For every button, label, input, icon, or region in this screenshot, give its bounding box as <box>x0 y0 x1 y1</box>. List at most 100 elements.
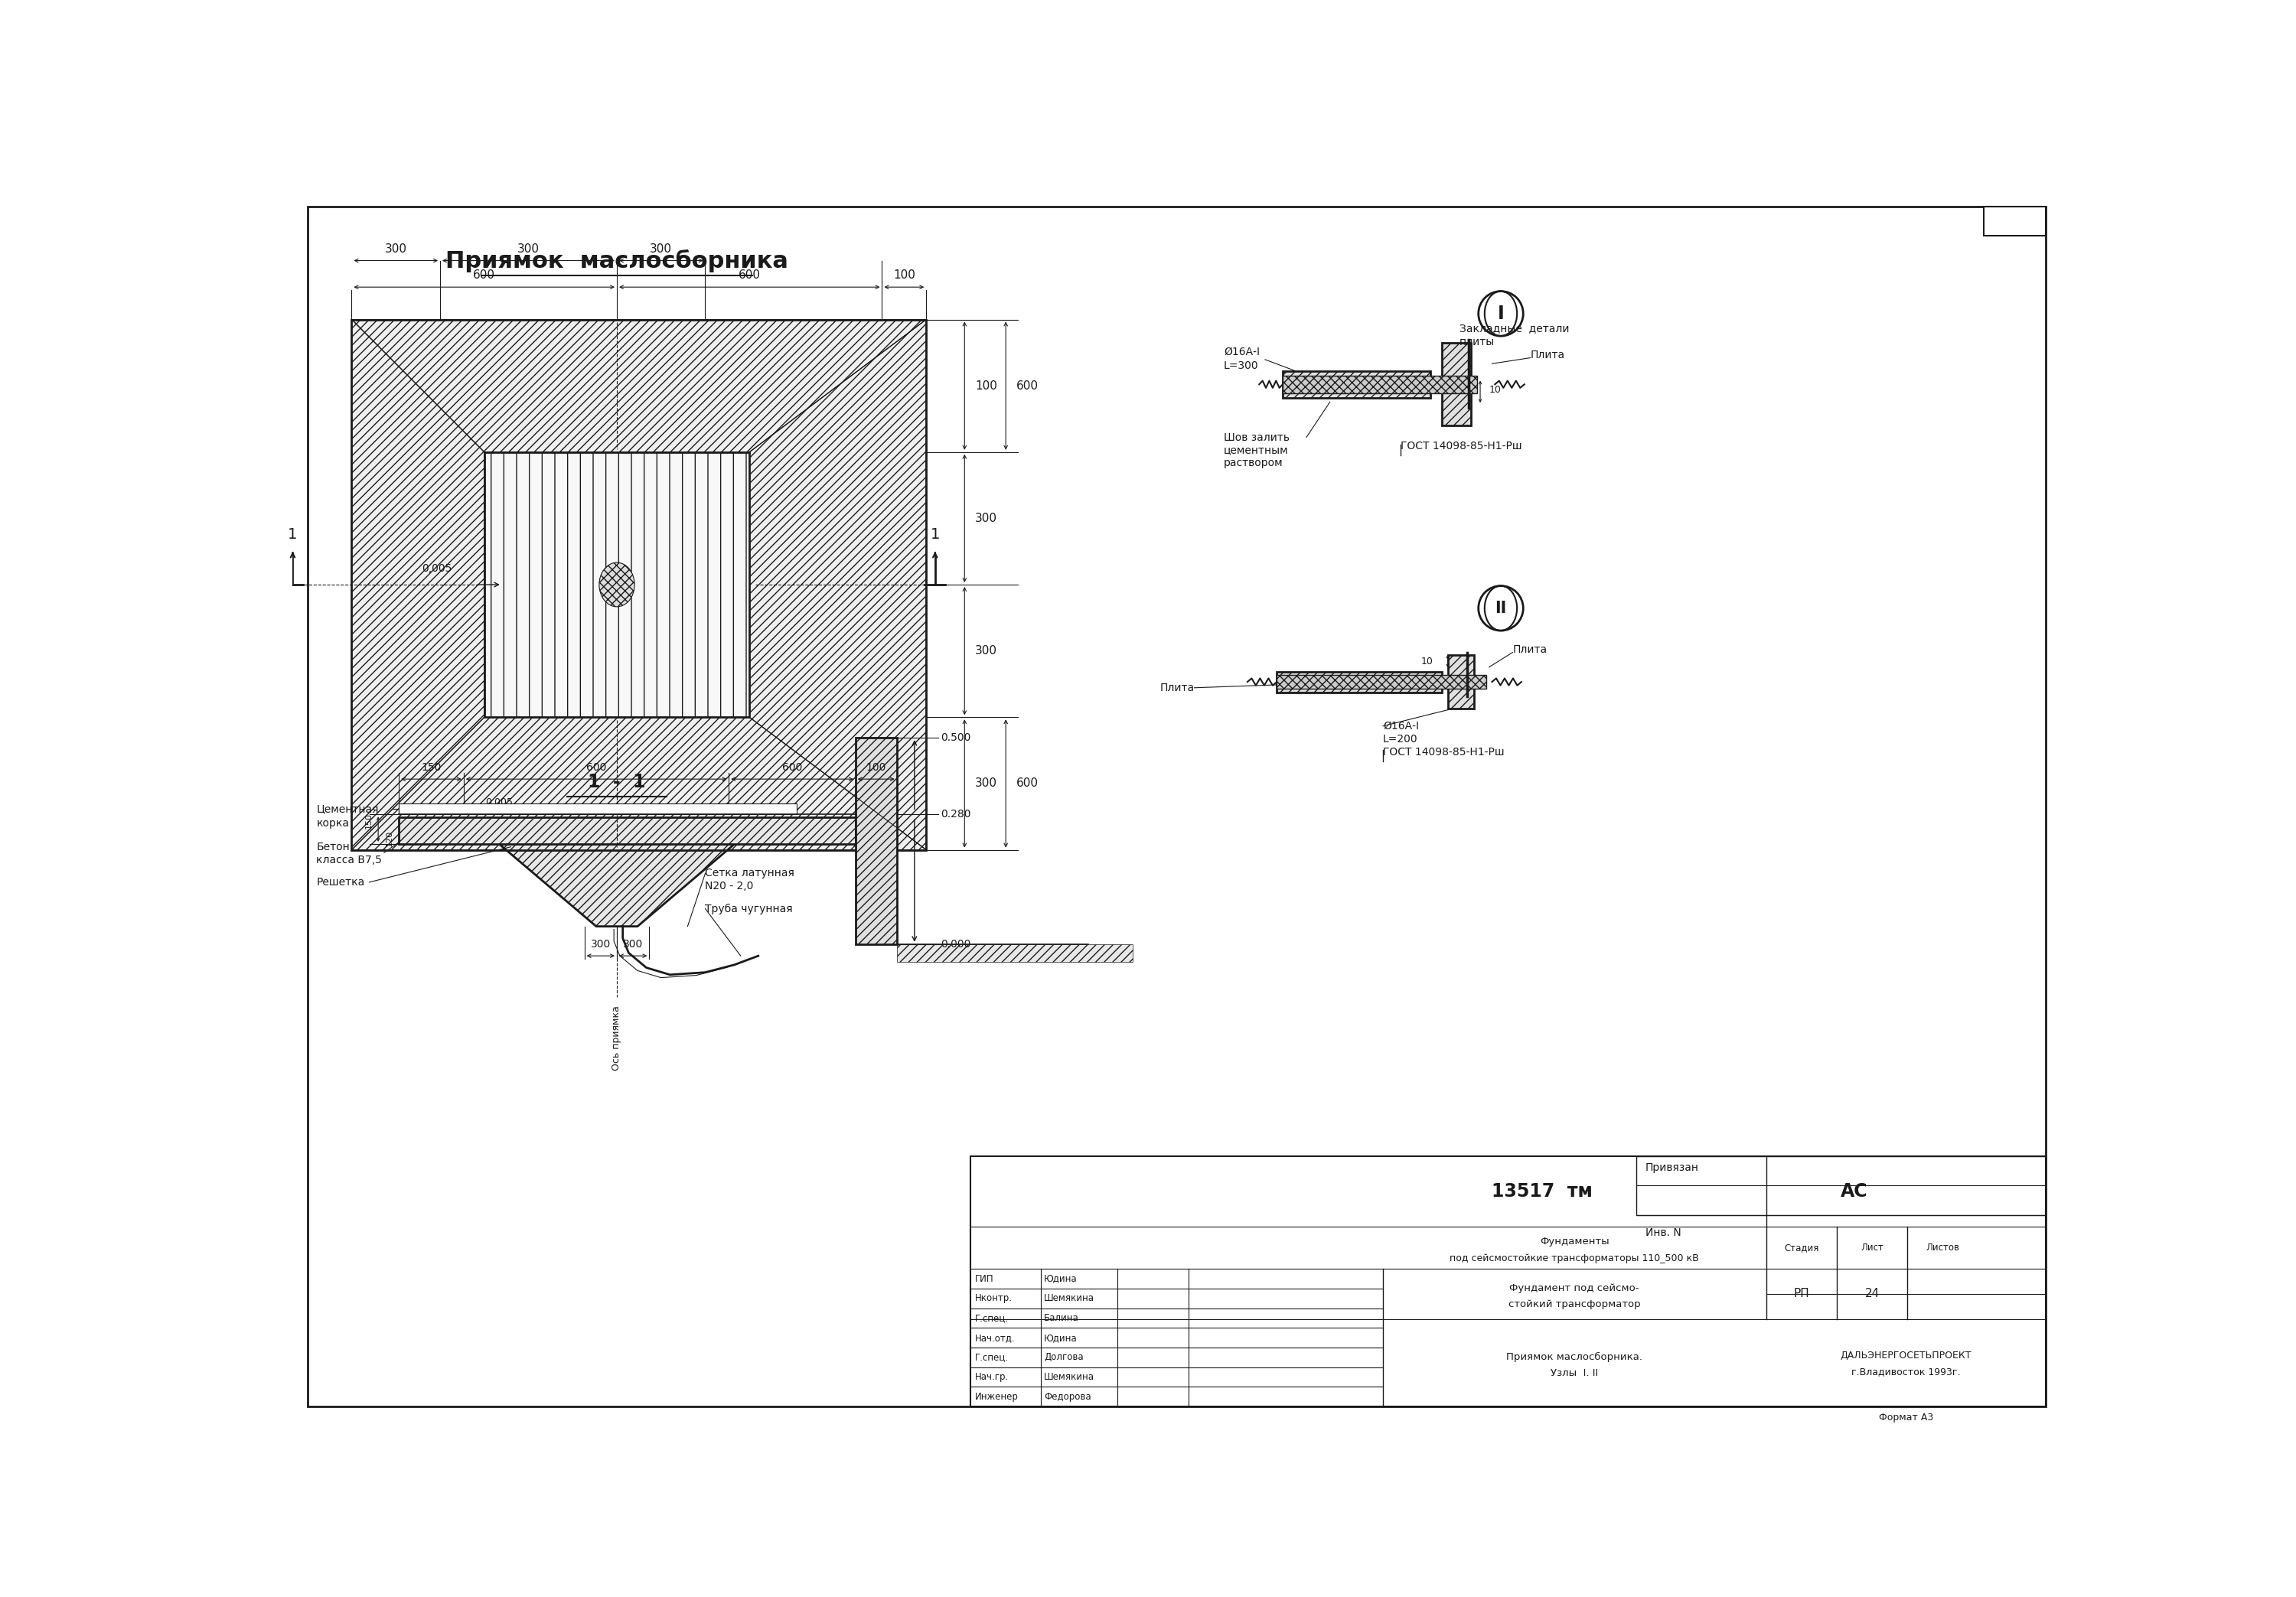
Text: 26: 26 <box>2004 214 2025 228</box>
Text: 120: 120 <box>386 830 393 846</box>
Text: Лист: Лист <box>1860 1242 1883 1252</box>
Text: Нконтр.: Нконтр. <box>976 1294 1013 1303</box>
Text: 0.000: 0.000 <box>941 939 971 950</box>
Text: 30: 30 <box>436 805 445 813</box>
Text: 0.500: 0.500 <box>941 733 971 743</box>
Bar <box>484 452 748 717</box>
Text: II: II <box>1495 600 1506 616</box>
Text: 1: 1 <box>287 527 298 541</box>
Text: Плита: Плита <box>1513 644 1548 655</box>
Text: Инженер: Инженер <box>976 1393 1019 1402</box>
Text: Сетка латунная: Сетка латунная <box>705 869 794 878</box>
Text: 300: 300 <box>976 513 996 524</box>
Bar <box>1277 672 1442 692</box>
Polygon shape <box>351 319 925 452</box>
Text: 600: 600 <box>739 270 760 281</box>
Text: 600: 600 <box>783 762 801 773</box>
Text: Ø16А-I: Ø16А-I <box>1382 720 1419 731</box>
Text: Плита: Плита <box>1529 350 1566 361</box>
Text: Листов: Листов <box>1926 1242 1958 1252</box>
Text: 100: 100 <box>866 762 886 773</box>
Text: раствором: раствором <box>1224 458 1283 468</box>
Text: 13517  тм: 13517 тм <box>1492 1182 1593 1201</box>
Text: Юдина: Юдина <box>1045 1274 1077 1284</box>
Text: 100: 100 <box>893 270 916 281</box>
Text: ГИП: ГИП <box>976 1274 994 1284</box>
Text: 300: 300 <box>622 939 643 950</box>
Text: 600: 600 <box>585 762 606 773</box>
Text: 1: 1 <box>930 527 939 541</box>
Text: 0,005: 0,005 <box>484 797 512 808</box>
Text: L=200: L=200 <box>1382 733 1419 744</box>
Text: Бетон: Бетон <box>317 842 349 853</box>
Text: Приямок  маслосборника: Приямок маслосборника <box>445 249 788 271</box>
Text: Балина: Балина <box>1045 1313 1079 1322</box>
Text: Г.спец.: Г.спец. <box>976 1313 1008 1322</box>
Text: 0.280: 0.280 <box>941 810 971 819</box>
Text: Цементная: Цементная <box>317 803 379 814</box>
Text: РП: РП <box>1793 1289 1809 1300</box>
Bar <box>400 818 856 843</box>
Text: Узлы  I. II: Узлы I. II <box>1550 1369 1598 1378</box>
Bar <box>351 319 925 850</box>
Polygon shape <box>351 717 925 850</box>
Bar <box>1637 1156 2046 1215</box>
Bar <box>898 944 1132 961</box>
Text: 600: 600 <box>1017 778 1038 789</box>
Text: Нач.гр.: Нач.гр. <box>976 1372 1008 1381</box>
Ellipse shape <box>599 562 634 607</box>
Bar <box>1449 655 1474 709</box>
Text: Фундамент под сейсмо-: Фундамент под сейсмо- <box>1511 1282 1639 1294</box>
Text: стойкий трансформатор: стойкий трансформатор <box>1508 1300 1642 1310</box>
Text: Решетка: Решетка <box>317 877 365 888</box>
Bar <box>1984 206 2046 236</box>
Text: I: I <box>1497 305 1504 323</box>
Text: Шемякина: Шемякина <box>1045 1372 1095 1381</box>
Text: 300: 300 <box>976 778 996 789</box>
Text: Долгова: Долгова <box>1045 1353 1084 1362</box>
Text: под сейсмостойкие трансформаторы 110_500 кВ: под сейсмостойкие трансформаторы 110_500… <box>1449 1254 1699 1263</box>
Text: Плита: Плита <box>1159 682 1194 693</box>
Text: ГОСТ 14098-85-Н1-Рш: ГОСТ 14098-85-Н1-Рш <box>1382 747 1504 757</box>
Bar <box>1442 343 1472 425</box>
Text: Шов залить: Шов залить <box>1224 431 1290 442</box>
Text: г.Владивосток 1993г.: г.Владивосток 1993г. <box>1851 1367 1961 1377</box>
Text: 300: 300 <box>386 243 406 254</box>
Polygon shape <box>748 319 925 850</box>
Text: 300: 300 <box>517 243 540 254</box>
Text: ГОСТ 14098-85-Н1-Рш: ГОСТ 14098-85-Н1-Рш <box>1401 441 1522 452</box>
Text: 300: 300 <box>590 939 611 950</box>
Text: 600: 600 <box>473 270 496 281</box>
Text: Шемякина: Шемякина <box>1045 1294 1095 1303</box>
Bar <box>400 803 797 814</box>
Text: Ось приямка: Ось приямка <box>611 1006 622 1072</box>
Text: 300: 300 <box>650 243 673 254</box>
Text: Труба чугунная: Труба чугунная <box>705 904 792 913</box>
Text: 10: 10 <box>1490 385 1502 394</box>
Text: Юдина: Юдина <box>1045 1333 1077 1343</box>
Text: 24: 24 <box>1864 1289 1880 1300</box>
Text: ДАЛЬЭНЕРГОСЕТЬПРОЕКТ: ДАЛЬЭНЕРГОСЕТЬПРОЕКТ <box>1841 1351 1972 1361</box>
Text: цементным: цементным <box>1224 446 1288 455</box>
Polygon shape <box>351 319 484 850</box>
Bar <box>856 738 898 944</box>
Text: Ø16А-I: Ø16А-I <box>1224 347 1261 358</box>
Bar <box>1283 371 1430 398</box>
Bar <box>1283 375 1476 393</box>
Text: 100: 100 <box>976 380 996 391</box>
Text: 300: 300 <box>976 645 996 656</box>
Text: АС: АС <box>1841 1182 1869 1201</box>
Text: 150: 150 <box>420 762 441 773</box>
Bar <box>971 1156 2046 1407</box>
Text: Формат А3: Формат А3 <box>1878 1412 1933 1423</box>
Text: N20 - 2,0: N20 - 2,0 <box>705 882 753 891</box>
Text: класса В7,5: класса В7,5 <box>317 854 381 866</box>
Text: Г.спец.: Г.спец. <box>976 1353 1008 1362</box>
Text: Приямок маслосборника.: Приямок маслосборника. <box>1506 1353 1642 1362</box>
Bar <box>1277 676 1486 688</box>
Text: 1  -  1: 1 - 1 <box>588 773 645 791</box>
Text: 600: 600 <box>1017 380 1038 391</box>
Text: Привязан: Привязан <box>1646 1163 1699 1174</box>
Text: Нач.отд.: Нач.отд. <box>976 1333 1015 1343</box>
Polygon shape <box>498 843 735 926</box>
